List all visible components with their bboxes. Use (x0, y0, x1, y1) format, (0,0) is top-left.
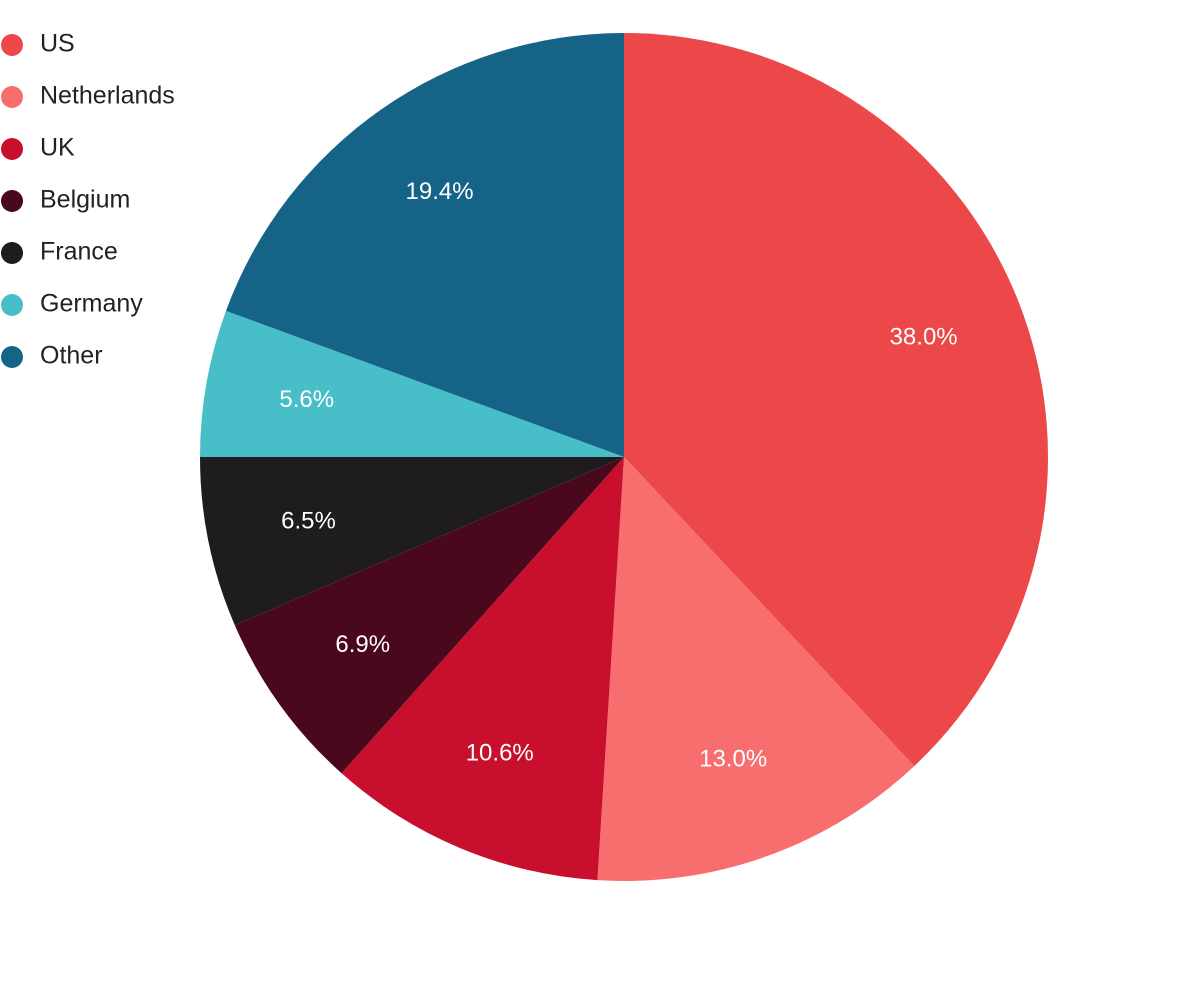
slice-label: 10.6% (466, 740, 534, 767)
slice-label: 6.9% (335, 631, 390, 658)
legend-text: Netherlands (40, 82, 175, 110)
legend-text: France (40, 238, 118, 266)
pie-slice (597, 457, 915, 881)
legend-text: US (40, 30, 75, 58)
pie-slice (624, 33, 1049, 767)
slice-label: 19.4% (406, 178, 474, 205)
slice-label: 5.6% (279, 386, 334, 413)
pie-slice (341, 457, 624, 881)
pie-slice (234, 457, 624, 774)
slice-label: 38.0% (890, 324, 958, 351)
pie-slice (225, 33, 624, 457)
legend-text: Germany (40, 290, 143, 318)
legend-marker (1, 294, 23, 316)
legend-marker (1, 86, 23, 108)
legend-text: Other (40, 342, 103, 370)
legend-marker (1, 346, 23, 368)
legend-marker (1, 34, 23, 56)
legend-text: UK (40, 134, 75, 162)
slice-label: 13.0% (699, 746, 767, 773)
pie-slice (200, 457, 624, 626)
pie-slice (200, 310, 624, 457)
legend-marker (1, 190, 23, 212)
legend-marker (1, 242, 23, 264)
slice-label: 6.5% (281, 508, 336, 535)
legend-text: Belgium (40, 186, 130, 214)
legend-marker (1, 138, 23, 160)
